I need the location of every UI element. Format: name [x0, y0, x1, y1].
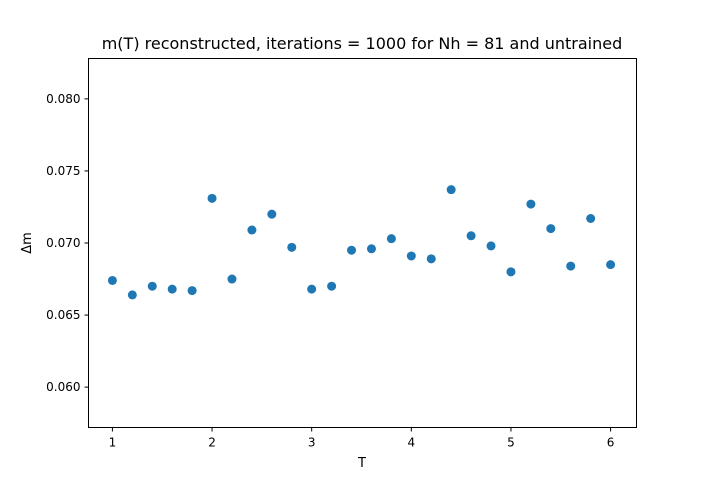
- data-point: [546, 224, 556, 234]
- y-tick-label: 0.075: [46, 164, 80, 178]
- data-point: [466, 231, 476, 241]
- chart-title: m(T) reconstructed, iterations = 1000 fo…: [102, 34, 623, 53]
- data-point: [167, 284, 177, 294]
- data-point: [307, 284, 317, 294]
- data-point: [386, 234, 396, 244]
- data-point: [406, 251, 416, 261]
- x-tick-label: 3: [308, 436, 316, 450]
- data-point: [366, 244, 376, 254]
- data-point: [107, 275, 117, 285]
- data-point: [187, 286, 197, 296]
- data-point: [127, 290, 137, 300]
- data-point: [586, 213, 596, 223]
- data-point: [227, 274, 237, 284]
- data-point: [147, 281, 157, 291]
- y-tick-label: 0.060: [46, 380, 80, 394]
- x-tick-label: 6: [607, 436, 615, 450]
- data-point: [486, 241, 496, 251]
- data-point: [327, 281, 337, 291]
- x-axis-label: T: [357, 456, 366, 471]
- x-tick-label: 5: [507, 436, 515, 450]
- data-point: [267, 209, 277, 219]
- data-point: [606, 260, 616, 270]
- y-axis-label: Δm: [20, 232, 35, 254]
- y-tick-label: 0.070: [46, 236, 80, 250]
- data-point: [247, 225, 257, 235]
- y-tick-label: 0.065: [46, 308, 80, 322]
- x-tick-label: 2: [208, 436, 216, 450]
- x-tick-label: 1: [109, 436, 117, 450]
- data-point: [287, 242, 297, 252]
- data-point: [566, 261, 576, 271]
- data-point: [207, 193, 217, 203]
- data-points: [107, 185, 616, 300]
- y-tick-label: 0.080: [46, 92, 80, 106]
- x-tick-label: 4: [408, 436, 416, 450]
- data-point: [446, 185, 456, 195]
- y-axis-ticks: 0.060 0.065 0.070 0.075 0.080: [46, 92, 89, 394]
- data-point: [506, 267, 516, 277]
- data-point: [526, 199, 536, 209]
- x-axis-ticks: 1 2 3 4 5 6: [109, 427, 615, 450]
- plot-area: [88, 58, 637, 428]
- data-point: [426, 254, 436, 264]
- data-point: [347, 245, 357, 255]
